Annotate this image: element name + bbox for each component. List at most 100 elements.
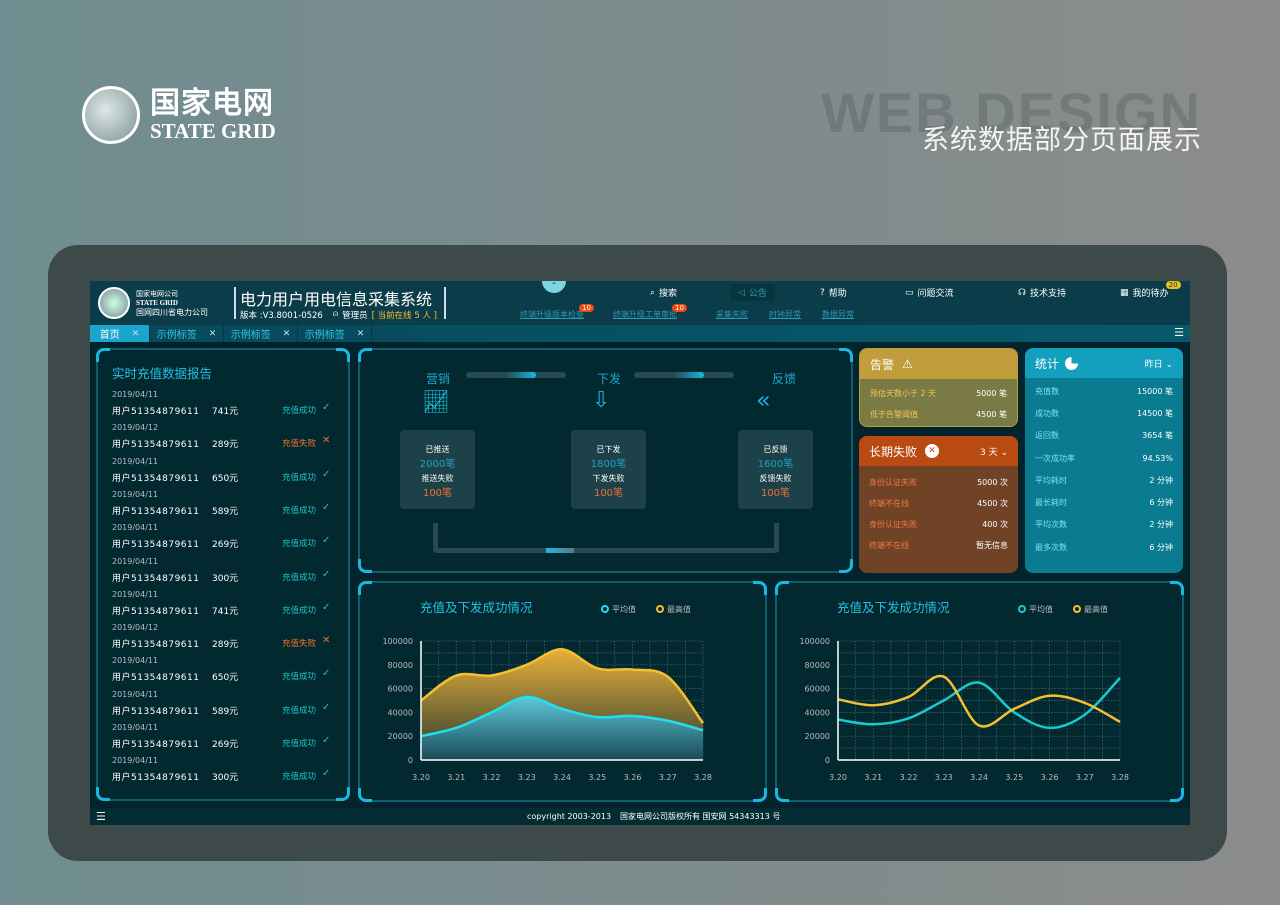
state-grid-logo (82, 86, 140, 144)
report-row: 2019/04/11 用户51354879611 269元 充值成功 ✓ (112, 723, 331, 750)
nav-chat[interactable]: ▭ 问题交流 (905, 286, 954, 300)
nav-speaker[interactable]: ◁ 公告 (730, 284, 775, 301)
kv-row: 平均耗时 2 分钟 (1035, 475, 1173, 485)
nav-label: 我的待办 (1132, 289, 1169, 299)
flow-panel: 营销 已推送 2000笔 推送失败 100笔 下发 已下发 1800笔 下发失败 100笔 反馈 已反… (358, 348, 853, 573)
cross-icon: ✕ (322, 635, 331, 647)
x-tick-label: 3.27 (1076, 773, 1094, 782)
kv-row: 终端不在线 暂无信息 (869, 541, 1008, 550)
x-tick-label: 3.21 (864, 773, 882, 782)
cross-icon: ✕ (322, 435, 331, 447)
kv-row: 最多次数 6 分钟 (1035, 542, 1173, 552)
close-tab-icon[interactable]: ✕ (131, 328, 140, 339)
report-row: 2019/04/11 用户51354879611 650元 充值成功 ✓ (112, 656, 331, 684)
x-tick-label: 3.21 (447, 773, 465, 782)
tab-1[interactable]: 示例标签 ✕ (150, 325, 224, 342)
x-tick-label: 3.24 (553, 773, 571, 782)
y-tick-label: 0 (408, 756, 413, 765)
stage-box: 已反馈 1600笔 反馈失败 100笔 (738, 430, 813, 509)
x-tick-label: 3.27 (659, 773, 677, 782)
kv-row: 返回数 3654 笔 (1035, 431, 1173, 441)
tab-0[interactable]: 首页 ✕ (90, 325, 150, 342)
close-tab-icon[interactable]: ✕ (356, 328, 365, 339)
nav-help[interactable]: ? 帮助 (820, 286, 847, 300)
check-icon: ✓ (322, 735, 331, 746)
sublink[interactable]: 数据异常 (822, 310, 854, 319)
watermark: WEB DESIGN (821, 81, 1202, 144)
y-tick-label: 80000 (388, 661, 413, 670)
legend-marker (656, 605, 664, 613)
legend-label: 平均值 (1029, 604, 1053, 614)
report-title: 实时充值数据报告 (112, 366, 213, 381)
download-arrow-icon: ⇩ (592, 388, 611, 413)
user-info[interactable]: ⍝ 管理员[ 当前在线 5 人 ] (333, 309, 437, 321)
period-dropdown[interactable]: 3 天 ⌄ (980, 447, 1008, 458)
tab-bar: 首页 ✕ 示例标签 ✕ 示例标签 ✕ 示例标签 ✕ ☰ (90, 325, 1190, 342)
sublink[interactable]: 时钟异常 (769, 310, 801, 319)
tab-2[interactable]: 示例标签 ✕ (224, 325, 298, 342)
stats-title: 统计 (1035, 356, 1060, 371)
nav-search[interactable]: ⌕ 搜索 (650, 286, 678, 300)
nav-label: 搜索 (659, 289, 678, 299)
long-fail-title: 长期失败 (869, 444, 918, 459)
user-icon: ⍝ (333, 309, 339, 319)
kv-row: 身份认证失败 5000 次 (869, 478, 1008, 487)
alert-card: 告警 ⚠ 预估天数小于 2 天 5000 笔低于告警阈值 4500 笔 (859, 348, 1018, 427)
collapse-header-button[interactable]: ⌃ (542, 281, 566, 293)
search-icon: ⌕ (650, 287, 656, 298)
online-count: [ 当前在线 5 人 ] (371, 311, 437, 321)
y-tick-label: 100000 (382, 637, 413, 646)
nav-label: 公告 (748, 289, 767, 299)
check-icon: ✓ (322, 468, 331, 480)
report-row: 2019/04/12 用户51354879611 289元 充值失败 ✕ (112, 423, 331, 451)
y-tick-label: 40000 (388, 708, 413, 717)
kv-row: 一次成功率 94.53% (1035, 453, 1173, 463)
close-tab-icon[interactable]: ✕ (282, 328, 291, 339)
alert-title: 告警 (870, 357, 895, 372)
version: 版本 :V3.8001-0526 (240, 311, 323, 321)
stats-period-dropdown[interactable]: 昨日 ⌄ (1144, 359, 1173, 370)
stage-box: 已推送 2000笔 推送失败 100笔 (400, 430, 475, 509)
area-chart: 充值及下发成功情况 100000 80000 60000 40000 20000 0 3.20… (382, 600, 712, 782)
sublink[interactable]: 采集失败 (716, 310, 748, 319)
report-row: 2019/04/12 用户51354879611 289元 充值失败 ✕ (112, 623, 331, 651)
check-icon: ✓ (322, 568, 331, 580)
menu-icon[interactable]: ☰ (1174, 326, 1184, 339)
kv-row: 低于告警阈值 4500 笔 (870, 410, 1007, 419)
long-fail-card: 长期失败 ✕ 3 天 ⌄ 身份认证失败 5000 次终端不在线 4500 次身份认证失败… (859, 436, 1018, 573)
x-tick-label: 3.23 (518, 773, 536, 782)
x-tick-label: 3.28 (694, 773, 712, 782)
chart-title: 充值及下发成功情况 (837, 600, 950, 615)
stats-card: 统计 昨日 ⌄ 充值数 15000 笔成功数 14500 笔返回数 3654 笔一次成功… (1025, 348, 1183, 573)
count-badge: 10 (579, 304, 594, 312)
tab-3[interactable]: 示例标签 ✕ (298, 325, 372, 342)
check-icon: ✓ (322, 601, 331, 613)
pie-chart-icon (1065, 356, 1079, 370)
y-tick-label: 100000 (799, 637, 830, 646)
kv-row: 身份认证失败 400 次 (869, 520, 1008, 529)
check-icon: ✓ (322, 668, 331, 680)
report-row: 2019/04/11 用户51354879611 589元 充值成功 ✓ (112, 689, 331, 717)
nav-headset[interactable]: ☊ 技术支持 (1018, 286, 1067, 300)
brand-cn: 国家电网 (150, 86, 274, 121)
line-chart: 充值及下发成功情况 100000 80000 60000 40000 20000 0 3.20… (799, 600, 1128, 782)
y-tick-label: 60000 (805, 685, 830, 694)
x-tick-label: 3.25 (588, 773, 606, 782)
sublink[interactable]: 终端升级工单审批 10 (613, 304, 687, 320)
chart-panel-2: 充值及下发成功情况 100000 80000 60000 40000 20000 0 3.20… (775, 581, 1184, 802)
report-row: 2019/04/11 用户51354879611 741元 充值成功 ✓ (112, 589, 331, 617)
owner-text: 国家电网公司版权所有 国安网 54343313 号 (620, 812, 781, 821)
legend-marker (1073, 605, 1081, 613)
x-tick-label: 3.23 (935, 773, 953, 782)
nav-label: 问题交流 (917, 289, 954, 299)
y-tick-label: 60000 (388, 685, 413, 694)
y-tick-label: 80000 (805, 661, 830, 670)
sublink[interactable]: 终端升级版本检查 10 (520, 304, 594, 320)
headset-icon: ☊ (1018, 287, 1026, 298)
footer-menu-icon[interactable]: ☰ (96, 810, 106, 823)
header-logo-icon (98, 287, 130, 319)
close-tab-icon[interactable]: ✕ (208, 328, 217, 339)
legend-label: 平均值 (612, 604, 636, 614)
nav-label: 技术支持 (1030, 289, 1067, 299)
nav-todo[interactable]: ▦ 我的待办 20 (1120, 281, 1181, 299)
